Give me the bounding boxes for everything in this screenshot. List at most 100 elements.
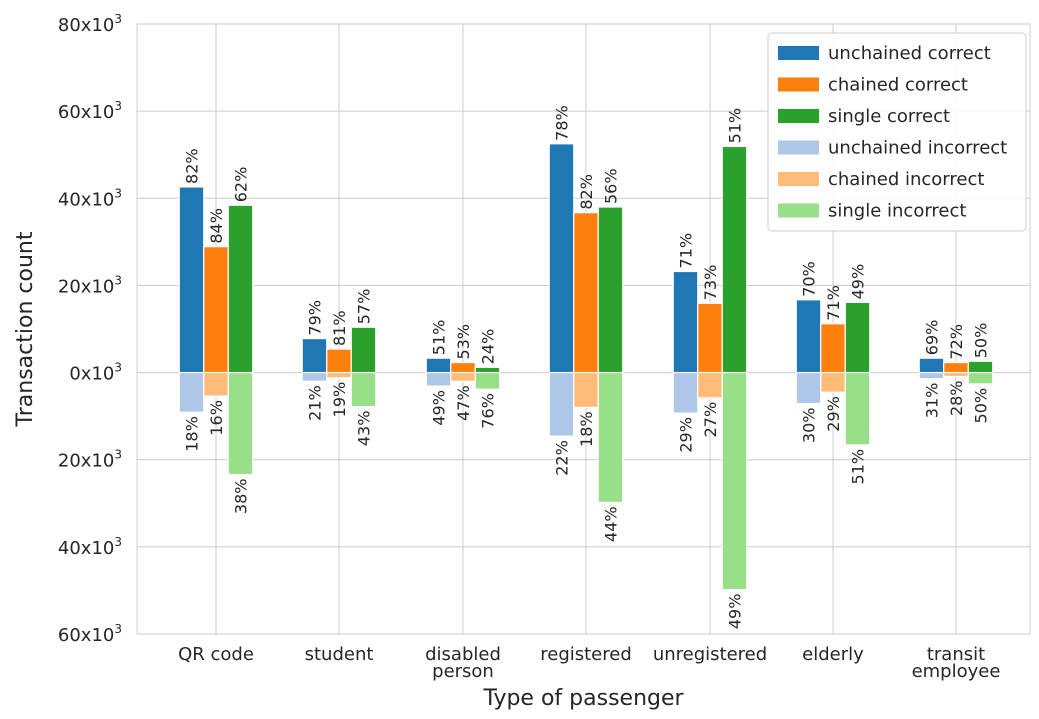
- legend-item-unchained-incorrect: unchained incorrect: [778, 138, 1007, 159]
- bar-chained-correct-0: [203, 246, 229, 374]
- bar-chained-incorrect-5: [820, 371, 846, 393]
- legend-label-5: single incorrect: [828, 201, 966, 222]
- plot-frame: [136, 23, 1031, 635]
- bar-chained-correct-1: [326, 348, 352, 374]
- bar-label-chained-incorrect-5: 29%: [824, 396, 843, 432]
- bar-labels: 82% 79% 51% 78% 71% 70% 69% 84% 81% 53% 82% 73% 71% 7…: [183, 105, 991, 629]
- bar-single-correct-4: [721, 145, 748, 374]
- bar-unchained-correct-1: [301, 337, 328, 374]
- bar-chained-correct-5: [820, 323, 846, 374]
- bar-label-single-incorrect-2: 76%: [479, 393, 498, 429]
- bar-label-unchained-incorrect-6: 31%: [923, 383, 942, 419]
- x-axis-label: Type of passenger: [482, 686, 684, 711]
- x-tick-label-3-line-0: registered: [540, 644, 632, 665]
- bar-single-correct-5: [844, 301, 871, 374]
- bar-label-unchained-correct-0: 82%: [183, 148, 202, 184]
- bar-label-chained-incorrect-6: 28%: [947, 380, 966, 416]
- bar-label-chained-correct-5: 71%: [824, 285, 843, 321]
- bar-label-unchained-correct-5: 70%: [800, 261, 819, 297]
- y-tick-label-5: 20x103: [58, 448, 122, 472]
- bar-chained-incorrect-2: [450, 371, 476, 382]
- bar-unchained-correct-5: [795, 299, 822, 374]
- bar-chained-incorrect-6: [943, 371, 969, 378]
- bar-single-correct-6: [967, 360, 994, 374]
- bar-label-unchained-incorrect-1: 21%: [306, 385, 325, 421]
- x-tick-label-5-line-0: elderly: [802, 644, 864, 665]
- y-axis-label: Transaction count: [13, 231, 38, 427]
- bar-label-chained-incorrect-1: 19%: [330, 382, 349, 418]
- bar-single-correct-1: [350, 326, 377, 374]
- bar-label-unchained-correct-2: 51%: [430, 320, 449, 356]
- bar-single-incorrect-1: [350, 371, 377, 408]
- bar-label-single-correct-3: 56%: [602, 168, 621, 204]
- bar-label-unchained-incorrect-0: 18%: [183, 416, 202, 452]
- y-tick-labels: 80x103 60x103 40x103 20x103 0x103 20x103 40x10…: [58, 12, 122, 646]
- bar-label-unchained-correct-1: 79%: [306, 300, 325, 336]
- bar-label-single-correct-0: 62%: [232, 167, 251, 203]
- bar-label-unchained-incorrect-3: 22%: [553, 440, 572, 476]
- bar-single-incorrect-5: [844, 371, 871, 446]
- bar-unchained-incorrect-3: [548, 371, 575, 437]
- legend: unchained correct chained correct single c…: [767, 32, 1027, 232]
- bar-label-single-correct-1: 57%: [355, 289, 374, 325]
- bar-unchained-correct-0: [178, 186, 205, 374]
- bars: [178, 143, 994, 591]
- bar-chained-correct-2: [450, 361, 476, 374]
- bar-label-chained-incorrect-3: 18%: [577, 411, 596, 447]
- y-tick-label-6: 40x103: [58, 535, 122, 559]
- y-tick-label-1: 60x103: [58, 99, 122, 123]
- legend-label-2: single correct: [828, 106, 950, 127]
- bar-label-single-incorrect-3: 44%: [602, 506, 621, 542]
- x-tick-label-2-line-1: person: [432, 661, 494, 682]
- legend-swatch-1: [778, 77, 819, 92]
- bar-single-incorrect-2: [474, 371, 501, 390]
- legend-swatch-0: [778, 46, 819, 60]
- y-tick-label-2: 40x103: [58, 186, 122, 210]
- bar-label-chained-correct-4: 73%: [701, 265, 720, 301]
- bar-label-unchained-incorrect-4: 29%: [677, 417, 696, 453]
- bar-label-unchained-incorrect-5: 30%: [800, 408, 819, 444]
- bar-unchained-incorrect-2: [425, 371, 452, 387]
- bar-label-unchained-correct-6: 69%: [923, 320, 942, 356]
- x-tick-label-6-line-0: transit: [927, 644, 985, 665]
- bar-single-incorrect-3: [597, 371, 624, 504]
- legend-swatch-3: [778, 140, 819, 155]
- bar-single-incorrect-0: [227, 371, 254, 476]
- bar-unchained-incorrect-0: [178, 371, 205, 413]
- legend-label-0: unchained correct: [828, 43, 991, 64]
- x-tick-label-6-line-1: employee: [912, 661, 1001, 682]
- bar-unchained-incorrect-5: [795, 371, 822, 405]
- bar-unchained-correct-6: [918, 357, 945, 374]
- x-tick-label-2-line-0: disabled: [425, 644, 501, 665]
- bar-label-single-correct-2: 24%: [479, 329, 498, 365]
- legend-label-3: unchained incorrect: [828, 138, 1007, 159]
- legend-label-1: chained correct: [828, 75, 968, 96]
- bar-unchained-correct-2: [425, 357, 452, 374]
- bar-unchained-correct-4: [672, 270, 699, 374]
- bar-single-correct-2: [474, 366, 501, 374]
- bar-chained-correct-4: [697, 302, 723, 374]
- x-tick-label-1: student: [305, 644, 374, 665]
- bar-label-chained-correct-6: 72%: [947, 324, 966, 360]
- legend-item-single-correct: single correct: [778, 106, 950, 127]
- bar-single-incorrect-6: [967, 371, 994, 385]
- bar-unchained-incorrect-4: [672, 371, 699, 414]
- bar-label-chained-incorrect-2: 47%: [454, 385, 473, 421]
- bar-chained-incorrect-0: [203, 371, 229, 397]
- legend-item-chained-incorrect: chained incorrect: [778, 169, 984, 190]
- x-tick-label-4: unregistered: [653, 644, 767, 665]
- legend-swatch-2: [778, 109, 819, 123]
- bar-label-chained-correct-2: 53%: [454, 324, 473, 360]
- bar-unchained-correct-3: [548, 143, 575, 374]
- y-tick-label-4: 0x103: [69, 361, 122, 385]
- bar-label-chained-correct-3: 82%: [577, 174, 596, 210]
- bar-label-single-incorrect-6: 50%: [972, 388, 991, 424]
- bar-label-single-incorrect-0: 38%: [232, 479, 251, 515]
- bar-label-single-incorrect-5: 51%: [849, 449, 868, 485]
- legend-label-4: chained incorrect: [828, 169, 984, 190]
- bar-label-single-incorrect-1: 43%: [355, 411, 374, 447]
- legend-swatch-5: [778, 203, 819, 218]
- bar-label-unchained-incorrect-2: 49%: [430, 390, 449, 426]
